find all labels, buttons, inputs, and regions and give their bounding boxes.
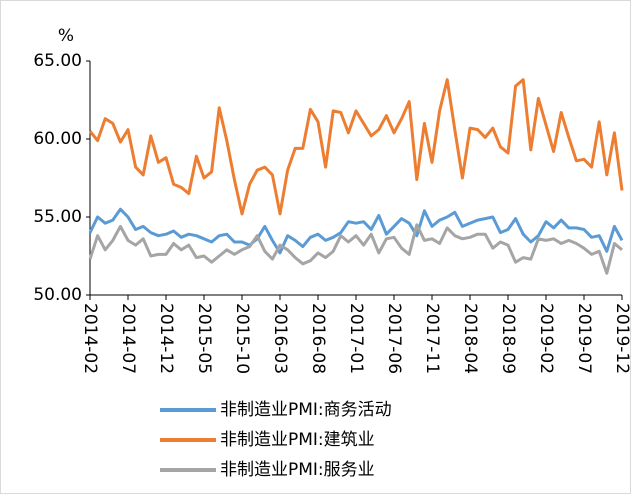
- legend-label: 非制造业PMI:服务业: [220, 460, 375, 480]
- y-unit: %: [58, 26, 74, 46]
- legend-label: 非制造业PMI:商务活动: [220, 400, 392, 420]
- y-tick-label: 50.00: [33, 285, 82, 305]
- x-tick-label: 2019-02: [536, 303, 556, 374]
- y-tick-label: 60.00: [33, 129, 82, 149]
- legend-label: 非制造业PMI:建筑业: [220, 430, 375, 450]
- x-tick-label: 2018-09: [498, 303, 518, 374]
- series-line: [88, 78, 624, 216]
- x-tick-label: 2014-07: [118, 303, 138, 374]
- y-tick-label: 65.00: [33, 51, 82, 71]
- y-tick-label: 55.00: [33, 207, 82, 227]
- x-tick-label: 2017-11: [422, 303, 442, 374]
- x-tick-label: 2018-04: [460, 303, 480, 374]
- x-tick-label: 2017-01: [346, 303, 366, 374]
- x-tick-label: 2019-12: [612, 303, 631, 374]
- x-tick-label: 2015-10: [232, 303, 252, 374]
- x-tick-label: 2015-05: [194, 303, 214, 374]
- series-line: [88, 207, 624, 255]
- x-tick-label: 2014-12: [156, 303, 176, 374]
- x-tick-label: 2016-08: [308, 303, 328, 374]
- x-tick-label: 2019-07: [574, 303, 594, 374]
- x-tick-label: 2017-06: [384, 303, 404, 374]
- x-tick-label: 2016-03: [270, 303, 290, 374]
- x-tick-label: 2014-02: [80, 303, 100, 374]
- series-line: [88, 223, 623, 275]
